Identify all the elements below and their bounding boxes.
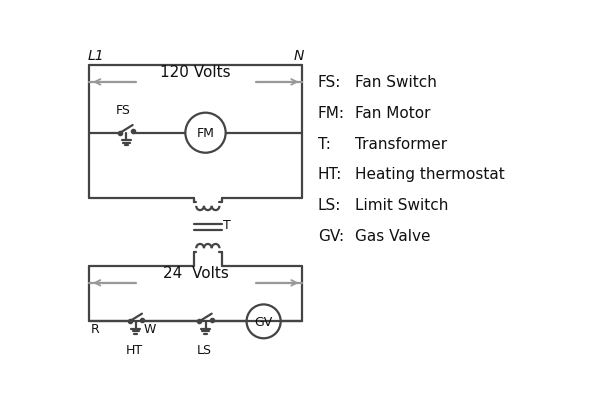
Text: GV: GV [254, 316, 273, 329]
Text: L1: L1 [88, 49, 104, 63]
Text: Fan Switch: Fan Switch [355, 75, 437, 90]
Text: FM:: FM: [318, 106, 345, 121]
Text: LS:: LS: [318, 198, 341, 213]
Text: FM: FM [196, 127, 214, 140]
Text: T: T [224, 219, 231, 232]
Text: HT: HT [126, 344, 143, 358]
Text: FS: FS [116, 104, 131, 117]
Text: Fan Motor: Fan Motor [355, 106, 431, 121]
Text: LS: LS [196, 344, 211, 358]
Text: HT:: HT: [318, 167, 342, 182]
Text: W: W [143, 323, 156, 336]
Text: Limit Switch: Limit Switch [355, 198, 448, 213]
Text: Gas Valve: Gas Valve [355, 229, 431, 244]
Text: 120 Volts: 120 Volts [160, 65, 231, 80]
Text: 24  Volts: 24 Volts [163, 266, 229, 281]
Text: Heating thermostat: Heating thermostat [355, 167, 505, 182]
Text: N: N [294, 49, 304, 63]
Text: Transformer: Transformer [355, 136, 447, 152]
Text: FS:: FS: [318, 75, 341, 90]
Text: R: R [91, 323, 100, 336]
Text: GV:: GV: [318, 229, 344, 244]
Text: T:: T: [318, 136, 331, 152]
